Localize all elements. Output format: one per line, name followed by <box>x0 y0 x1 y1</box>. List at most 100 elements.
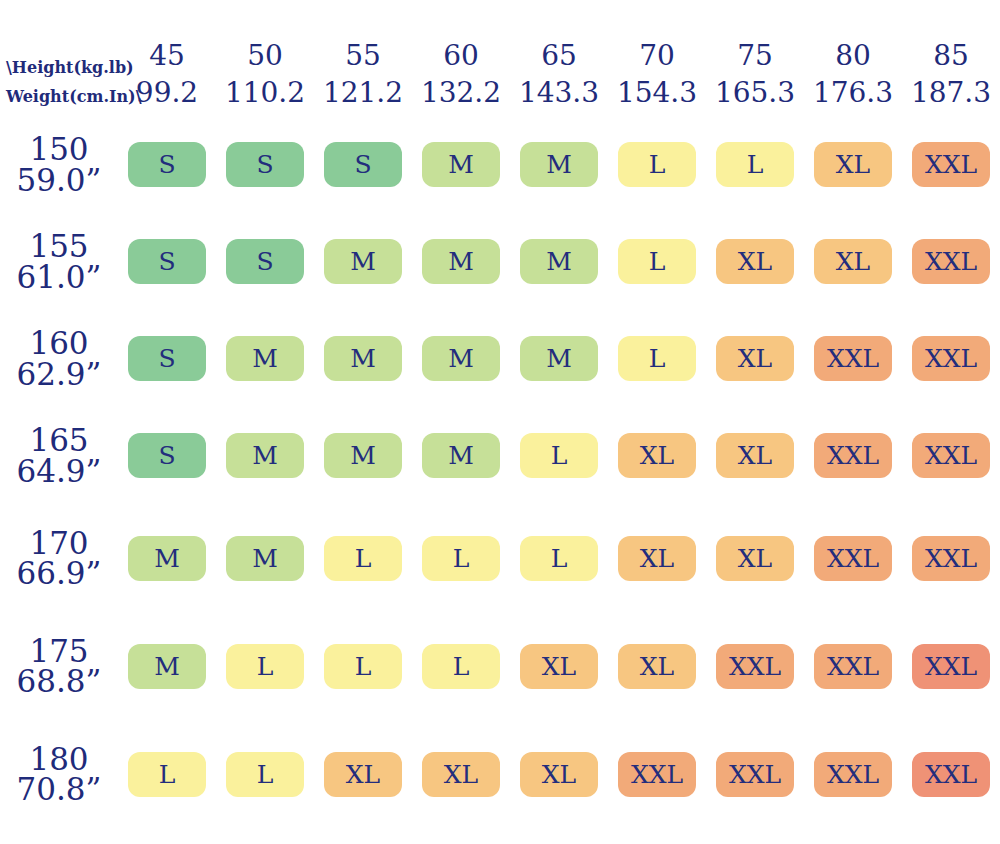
size-cell: M <box>314 433 412 478</box>
column-header: 55121.2 <box>314 38 412 112</box>
size-badge-l: L <box>716 142 794 187</box>
size-badge-m: M <box>324 433 402 478</box>
column-header: 80176.3 <box>804 38 902 112</box>
size-badge-m: M <box>226 433 304 478</box>
size-cell: XXL <box>804 644 902 689</box>
size-cell: M <box>216 433 314 478</box>
column-header: 70154.3 <box>608 38 706 112</box>
size-cell: M <box>412 433 510 478</box>
size-cell: L <box>314 644 412 689</box>
size-badge-l: L <box>618 336 696 381</box>
column-header: 60132.2 <box>412 38 510 112</box>
size-cell: L <box>412 536 510 581</box>
size-cell: L <box>706 142 804 187</box>
size-cell: XL <box>314 752 412 797</box>
size-cell: XL <box>804 142 902 187</box>
size-cell: L <box>118 752 216 797</box>
row-label: 16062.9” <box>0 328 118 389</box>
row-inch-value: 70.8” <box>0 774 118 804</box>
column-kg-value: 80 <box>804 38 902 75</box>
size-cell: S <box>118 142 216 187</box>
table-row: 17568.8”MLLLXLXLXXLXXLXXL <box>0 612 1000 720</box>
column-kg-value: 75 <box>706 38 804 75</box>
size-cell: M <box>216 536 314 581</box>
column-kg-value: 70 <box>608 38 706 75</box>
row-cm-value: 160 <box>0 328 118 358</box>
size-badge-xl: XL <box>716 336 794 381</box>
size-cell: XXL <box>902 752 1000 797</box>
size-badge-xl: XL <box>520 644 598 689</box>
row-cm-value: 180 <box>0 744 118 774</box>
size-badge-m: M <box>226 336 304 381</box>
column-header: 75165.3 <box>706 38 804 112</box>
column-lb-value: 132.2 <box>412 75 510 112</box>
size-cell: XXL <box>902 336 1000 381</box>
column-lb-value: 121.2 <box>314 75 412 112</box>
size-cell: M <box>216 336 314 381</box>
size-badge-xxl: XXL <box>912 752 990 797</box>
column-lb-value: 154.3 <box>608 75 706 112</box>
size-badge-xl: XL <box>716 433 794 478</box>
size-cell: M <box>412 239 510 284</box>
size-cell: M <box>510 142 608 187</box>
size-badge-xxl: XXL <box>912 239 990 284</box>
table-row: 15561.0”SSMMMLXLXLXXL <box>0 213 1000 310</box>
size-badge-xxl: XXL <box>716 644 794 689</box>
size-badge-xl: XL <box>520 752 598 797</box>
size-cell: XXL <box>804 336 902 381</box>
size-badge-xl: XL <box>716 239 794 284</box>
size-badge-xxl: XXL <box>814 536 892 581</box>
size-cell: M <box>314 239 412 284</box>
size-cell: XL <box>706 433 804 478</box>
size-badge-xxl: XXL <box>912 644 990 689</box>
size-cell: XL <box>706 536 804 581</box>
column-lb-value: 99.2 <box>118 75 216 112</box>
size-badge-m: M <box>324 336 402 381</box>
size-badge-xxl: XXL <box>814 644 892 689</box>
size-cell: XL <box>804 239 902 284</box>
row-inch-value: 64.9” <box>0 456 118 486</box>
size-badge-s: S <box>324 142 402 187</box>
size-badge-xl: XL <box>618 644 696 689</box>
size-cell: XL <box>412 752 510 797</box>
table-row: 16062.9”SMMMMLXLXXLXXL <box>0 310 1000 407</box>
size-badge-l: L <box>226 752 304 797</box>
table-row: 18070.8”LLXLXLXLXXLXXLXXLXXL <box>0 720 1000 828</box>
column-kg-value: 65 <box>510 38 608 75</box>
size-cell: L <box>608 142 706 187</box>
column-kg-value: 50 <box>216 38 314 75</box>
size-badge-xl: XL <box>814 142 892 187</box>
size-badge-s: S <box>226 142 304 187</box>
column-lb-value: 187.3 <box>902 75 1000 112</box>
column-header: 50110.2 <box>216 38 314 112</box>
size-badge-s: S <box>128 433 206 478</box>
size-badge-s: S <box>128 336 206 381</box>
size-badge-xl: XL <box>618 536 696 581</box>
column-lb-value: 110.2 <box>216 75 314 112</box>
size-cell: XXL <box>902 536 1000 581</box>
size-badge-l: L <box>324 536 402 581</box>
row-inch-value: 66.9” <box>0 558 118 588</box>
row-inch-value: 59.0” <box>0 165 118 195</box>
row-inch-value: 61.0” <box>0 262 118 292</box>
height-axis-label: \Height(kg.lb) <box>6 54 118 83</box>
row-inch-value: 62.9” <box>0 359 118 389</box>
row-cm-value: 150 <box>0 134 118 164</box>
size-cell: XXL <box>902 433 1000 478</box>
column-header: 65143.3 <box>510 38 608 112</box>
column-kg-value: 55 <box>314 38 412 75</box>
size-badge-m: M <box>520 239 598 284</box>
size-badge-xl: XL <box>422 752 500 797</box>
size-cell: XL <box>608 536 706 581</box>
size-cell: L <box>314 536 412 581</box>
row-label: 15561.0” <box>0 231 118 292</box>
size-badge-m: M <box>226 536 304 581</box>
weight-axis-label: Weight(cm.In)\ <box>6 83 118 112</box>
size-cell: M <box>510 336 608 381</box>
size-badge-xxl: XXL <box>814 752 892 797</box>
size-badge-m: M <box>520 142 598 187</box>
size-cell: XXL <box>902 644 1000 689</box>
size-badge-xl: XL <box>618 433 696 478</box>
size-cell: S <box>314 142 412 187</box>
size-cell: M <box>118 644 216 689</box>
